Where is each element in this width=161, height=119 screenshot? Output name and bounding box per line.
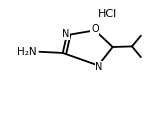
- Text: H₂N: H₂N: [17, 47, 36, 57]
- Text: HCl: HCl: [98, 9, 118, 19]
- Text: N: N: [95, 62, 103, 72]
- Text: O: O: [91, 24, 99, 34]
- Text: N: N: [62, 29, 70, 39]
